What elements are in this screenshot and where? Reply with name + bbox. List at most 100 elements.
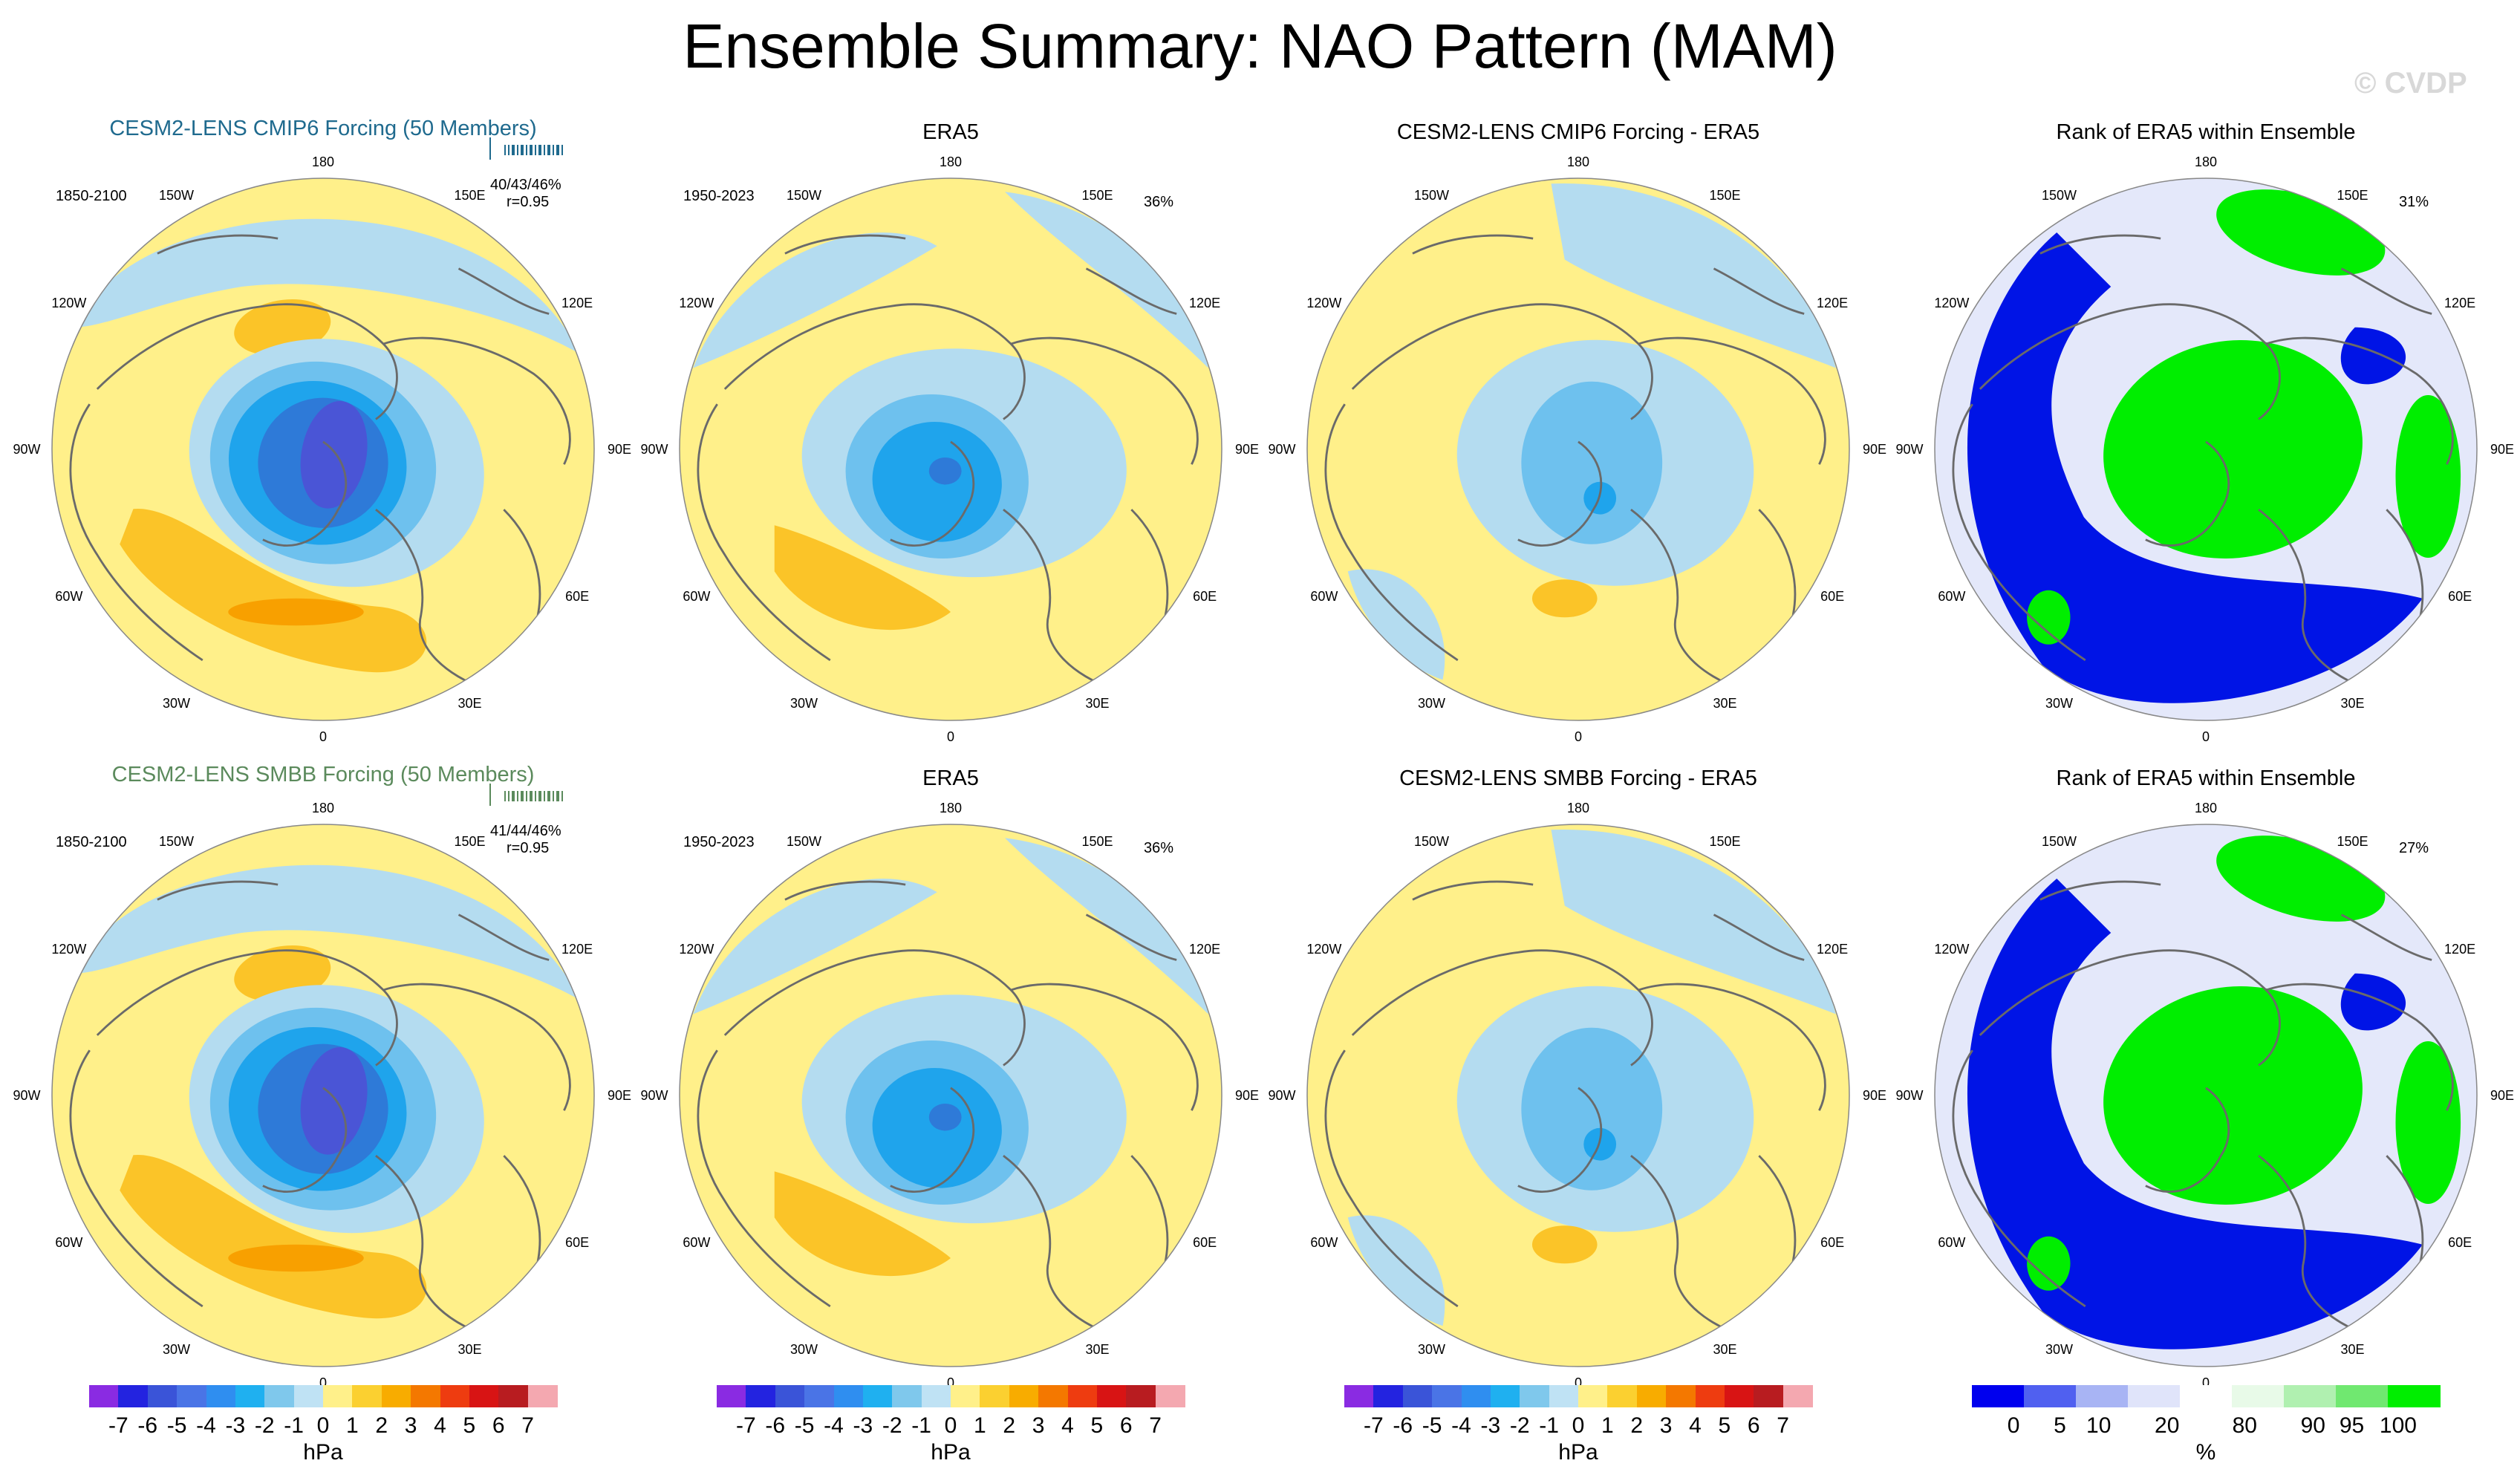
coastline [1085,267,1177,315]
coastline [69,403,204,662]
coastline [2039,880,2161,901]
colorbar-swatch [381,1385,411,1407]
longitude-label: 120W [679,295,714,310]
colorbar-swatch [1126,1385,1156,1407]
member-ticks [489,784,563,806]
europe-positive-center [1531,579,1598,618]
coastline [2340,267,2432,315]
longitude-label: 120W [51,941,87,957]
coastline [2258,1154,2372,1338]
longitude-label: 60W [683,1234,711,1250]
colorbar-tick-label: 1 [974,1413,986,1438]
pacific-negative-region [693,879,937,1015]
map-field [52,824,594,1367]
longitude-label: 120W [1934,941,1970,957]
colorbar-tick-label: -4 [196,1413,216,1438]
coastline [784,880,906,901]
longitude-label: 30W [162,1342,190,1358]
colorbar-swatch [2232,1385,2285,1407]
colorbar-tick-label: 6 [1119,1413,1133,1438]
coastline [262,440,348,547]
longitude-label: 30W [1417,696,1445,711]
longitude-label: 90W [640,1088,668,1103]
pacific-negative-region [693,232,937,368]
atlantic-high-region [774,1171,951,1277]
colorbar: -7 -6 -5 -4 -3 -2 -1 0 1 2 3 4 5 6 7 hPa [89,1385,558,1468]
colorbar-tick-label: 100 [2379,1413,2417,1438]
map-field [52,178,594,720]
longitude-label: 60W [683,588,711,604]
coastline [784,234,906,255]
coastline [2145,440,2230,547]
pattern-correlation: r=0.95 [507,194,550,210]
longitude-label: 90E [1862,442,1887,457]
coastline [1351,949,1653,1066]
coastline [1638,983,1826,1111]
high-rank-east [2395,395,2461,558]
colorbar-swatch [293,1385,324,1407]
colorbar-swatch [892,1385,922,1407]
colorbar-tick-label: 90 [2300,1413,2325,1438]
colorbar-tick-label: 0 [944,1413,957,1438]
colorbar-swatch [980,1385,1010,1407]
panel-title-diff: CESM2-LENS SMBB Forcing - ERA5 [1399,766,1757,790]
colorbar-tick-label: -5 [1422,1413,1442,1438]
colorbar-tick-label: 10 [2086,1413,2112,1438]
longitude-label: 30W [789,696,818,711]
colorbar-swatch [1009,1385,1039,1407]
colorbar: 0 5 10 20 80 90 95 100% [1972,1385,2441,1468]
longitude-label: 120E [2444,295,2476,310]
colorbar-tick-label: -6 [137,1413,158,1438]
panel-title-rank: Rank of ERA5 within Ensemble [2056,120,2356,144]
colorbar-tick-label: -1 [284,1413,304,1438]
colorbar-swatch [921,1385,951,1407]
longitude-label: 180 [311,801,335,815]
longitude-label: 150E [1081,187,1113,203]
colorbar-swatch [411,1385,440,1407]
europe-positive-center [1531,1225,1598,1264]
longitude-label: 60W [1310,588,1338,604]
colorbar: -7 -6 -5 -4 -3 -2 -1 0 1 2 3 4 5 6 7 hPa [717,1385,1185,1468]
colorbar-tick-label: 7 [521,1413,534,1438]
longitude-label: 150E [1709,833,1741,849]
colorbar-tick-label: 80 [2232,1413,2257,1438]
polar-map [679,824,1222,1367]
colorbar-swatch [89,1385,119,1407]
colorbar-swatch [1373,1385,1404,1407]
colorbar-tick-label: 2 [1630,1413,1644,1438]
longitude-label: 120W [1934,295,1970,310]
longitude-label: 150W [1413,187,1450,203]
variance-percent: 31% [2399,194,2429,210]
coastline [1412,234,1534,255]
colorbar-tick-label: 2 [375,1413,388,1438]
colorbar-swatch [1490,1385,1520,1407]
period-label: 1950-2023 [683,188,755,204]
coastline [1085,914,1177,961]
colorbar-tick-label: -2 [254,1413,275,1438]
colorbar-tick-label: 4 [1689,1413,1702,1438]
coastline [375,1154,489,1338]
longitude-label: 90E [1234,442,1260,457]
longitude-label: 60W [1310,1234,1338,1250]
coastline [157,234,279,255]
coastline [2145,1087,2230,1193]
colorbar-swatch [177,1385,206,1407]
arctic-low-core [928,457,962,485]
longitude-label: 30W [2045,696,2073,711]
variance-percent: 36% [1144,840,1174,856]
low-rank-west [1967,232,2423,703]
variance-stats: 41/44/46% [490,823,561,839]
coastline [1952,1049,2086,1308]
coastline [458,914,550,961]
coastline [890,1087,975,1193]
colorbar-tick-label: 1 [346,1413,359,1438]
colorbar-tick-label: -7 [108,1413,128,1438]
atlantic-negative-region [1347,1215,1445,1326]
atlantic-high-region [120,1154,427,1319]
high-rank-atlantic [2027,590,2071,645]
colorbar-unit: % [2195,1440,2216,1465]
high-rank-east [2395,1041,2461,1204]
longitude-label: 120E [2444,941,2476,957]
longitude-label: 60E [1820,588,1845,604]
colorbar-tick-label: -5 [794,1413,815,1438]
